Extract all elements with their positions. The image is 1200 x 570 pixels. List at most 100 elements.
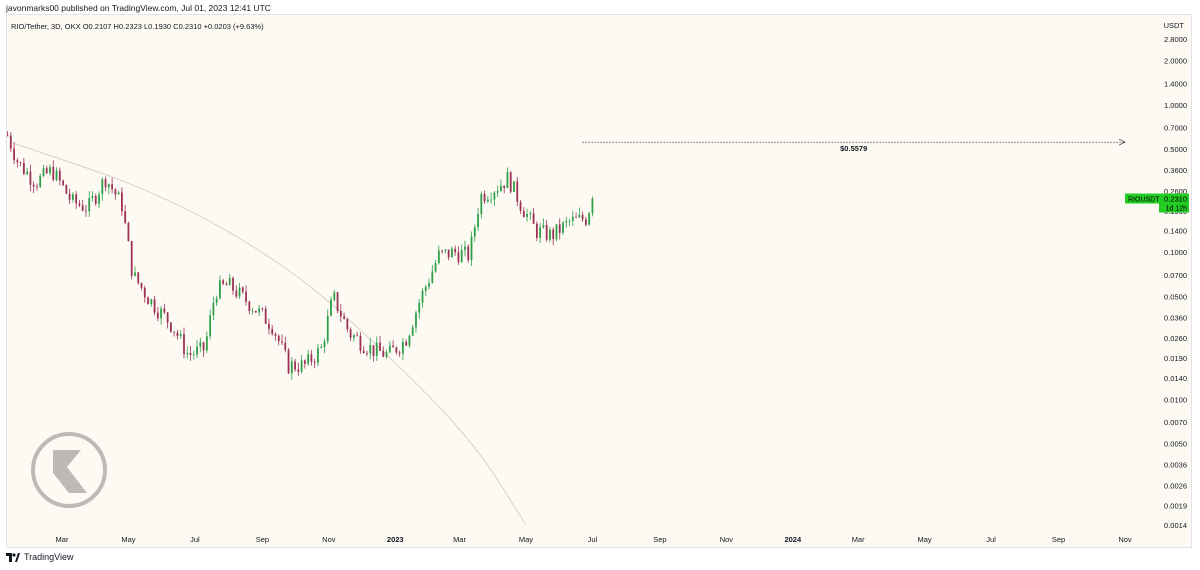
candle-body bbox=[32, 184, 35, 187]
candle-body bbox=[39, 175, 42, 187]
x-tick-label: May bbox=[519, 535, 533, 544]
candle-body bbox=[408, 335, 411, 346]
candle-body bbox=[578, 214, 581, 218]
candle-body bbox=[379, 342, 381, 351]
chart-pane[interactable]: RIO/Tether, 3D, OKX O0.2107 H0.2323 L0.1… bbox=[6, 14, 1192, 548]
bar-countdown: 1d 12h bbox=[1166, 206, 1188, 213]
candle-body bbox=[45, 168, 48, 174]
candle-body bbox=[258, 308, 261, 313]
price-chart[interactable]: RIO/Tether, 3D, OKX O0.2107 H0.2323 L0.1… bbox=[7, 15, 1193, 549]
candle-body bbox=[29, 171, 32, 185]
y-tick-label: 2.8000 bbox=[1164, 35, 1187, 44]
candle-body bbox=[529, 213, 532, 215]
candle-body bbox=[565, 220, 568, 223]
y-tick-label: 0.0260 bbox=[1164, 334, 1187, 343]
candle-body bbox=[143, 287, 146, 298]
candle-body bbox=[591, 198, 594, 214]
candle-body bbox=[68, 193, 71, 200]
candle-body bbox=[503, 185, 506, 189]
candle-body bbox=[522, 210, 525, 218]
y-tick-label: 0.3600 bbox=[1164, 166, 1187, 175]
candle-body bbox=[336, 292, 339, 312]
candle-body bbox=[470, 236, 473, 261]
candle-body bbox=[205, 336, 208, 351]
candle-body bbox=[284, 342, 287, 350]
candle-body bbox=[173, 331, 176, 333]
candle-body bbox=[490, 199, 493, 201]
candle-body bbox=[473, 227, 476, 237]
candle-body bbox=[176, 332, 179, 337]
candle-body bbox=[107, 184, 110, 188]
candle-body bbox=[571, 216, 574, 221]
candle-body bbox=[114, 189, 117, 195]
candle-body bbox=[375, 342, 378, 356]
candle-body bbox=[303, 360, 306, 364]
y-tick-label: 0.0026 bbox=[1164, 481, 1187, 490]
candle-body bbox=[300, 360, 303, 372]
x-tick-label: Mar bbox=[56, 535, 69, 544]
candle-body bbox=[277, 335, 280, 342]
currency-label: USDT bbox=[1164, 21, 1185, 30]
candle-body bbox=[9, 135, 12, 149]
y-tick-label: 0.0070 bbox=[1164, 418, 1187, 427]
candle-body bbox=[232, 277, 234, 291]
candle-body bbox=[290, 361, 293, 374]
price-badge-value: 0.2310 bbox=[1164, 195, 1187, 204]
candle-body bbox=[307, 354, 310, 364]
candle-body bbox=[372, 345, 375, 356]
candle-body bbox=[310, 354, 313, 362]
y-tick-label: 0.0100 bbox=[1164, 395, 1187, 404]
candle-body bbox=[13, 148, 15, 161]
candle-body bbox=[542, 224, 545, 228]
candle-body bbox=[369, 345, 372, 354]
candle-body bbox=[170, 322, 172, 332]
candle-body bbox=[16, 160, 19, 163]
candle-body bbox=[454, 248, 457, 253]
x-tick-label: Nov bbox=[720, 535, 734, 544]
target-arrow-icon bbox=[1118, 138, 1126, 146]
candle-body bbox=[26, 171, 29, 175]
candle-body bbox=[150, 299, 153, 305]
x-tick-label: Sep bbox=[1052, 535, 1065, 544]
candle-body bbox=[254, 310, 257, 313]
brand-footer: TradingView bbox=[6, 552, 74, 562]
candle-body bbox=[94, 195, 97, 204]
candle-body bbox=[88, 197, 91, 212]
candle-body bbox=[437, 250, 440, 264]
candle-body bbox=[58, 170, 61, 181]
candle-body bbox=[22, 162, 25, 175]
candle-body bbox=[163, 308, 166, 313]
candle-body bbox=[36, 186, 38, 188]
candle-body bbox=[575, 216, 577, 218]
candle-body bbox=[447, 249, 450, 258]
candle-body bbox=[352, 335, 355, 338]
candle-body bbox=[356, 335, 359, 337]
y-tick-label: 2.0000 bbox=[1164, 57, 1187, 66]
candle-body bbox=[196, 346, 198, 355]
candle-body bbox=[7, 135, 9, 137]
candle-body bbox=[402, 341, 404, 354]
candle-body bbox=[519, 201, 522, 211]
candle-body bbox=[326, 315, 329, 342]
candle-body bbox=[552, 229, 555, 240]
candle-body bbox=[104, 179, 107, 188]
brand-name: TradingView bbox=[24, 552, 74, 562]
candle-body bbox=[457, 252, 460, 263]
candle-body bbox=[212, 303, 215, 316]
x-tick-label: Sep bbox=[256, 535, 269, 544]
candle-body bbox=[588, 213, 591, 225]
y-tick-label: 0.0700 bbox=[1164, 271, 1187, 280]
candle-body bbox=[75, 194, 78, 204]
candle-body bbox=[392, 345, 394, 348]
candle-body bbox=[513, 181, 515, 192]
y-tick-label: 0.0140 bbox=[1164, 374, 1187, 383]
y-tick-label: 0.1400 bbox=[1164, 227, 1187, 236]
candle-body bbox=[160, 308, 163, 319]
candle-body bbox=[496, 191, 499, 193]
candle-body bbox=[349, 329, 352, 338]
candle-body bbox=[209, 315, 212, 337]
candle-body bbox=[535, 223, 538, 238]
candle-body bbox=[558, 224, 561, 233]
candle-body bbox=[222, 280, 225, 284]
candle-body bbox=[464, 246, 466, 251]
